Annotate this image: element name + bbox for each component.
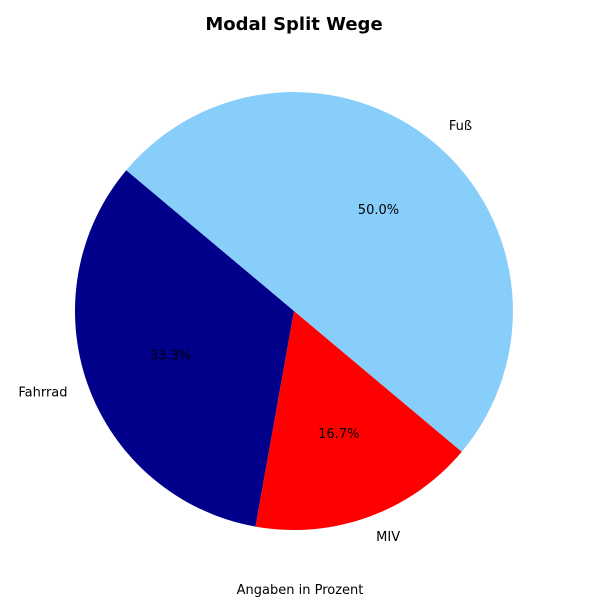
- pct-label-fuß: 50.0%: [358, 203, 399, 218]
- pie-labels: Fahrrad 33.3% MIV 16.7% Fuß 50.0%: [18, 119, 472, 545]
- pie-slice-fahrrad: [74, 170, 295, 527]
- chart-title: Modal Split Wege: [205, 14, 382, 35]
- x-axis-label: Angaben in Prozent: [237, 583, 364, 598]
- slice-label-fuß: Fuß: [449, 119, 472, 134]
- pie-slices: [74, 92, 513, 530]
- pct-label-miv: 16.7%: [318, 427, 359, 442]
- pie-slice-miv: [255, 311, 462, 530]
- slice-label-fahrrad: Fahrrad: [18, 386, 67, 401]
- pie-slice-fuß: [126, 92, 513, 452]
- pct-label-fahrrad: 33.3%: [150, 348, 191, 363]
- slice-label-miv: MIV: [376, 530, 400, 545]
